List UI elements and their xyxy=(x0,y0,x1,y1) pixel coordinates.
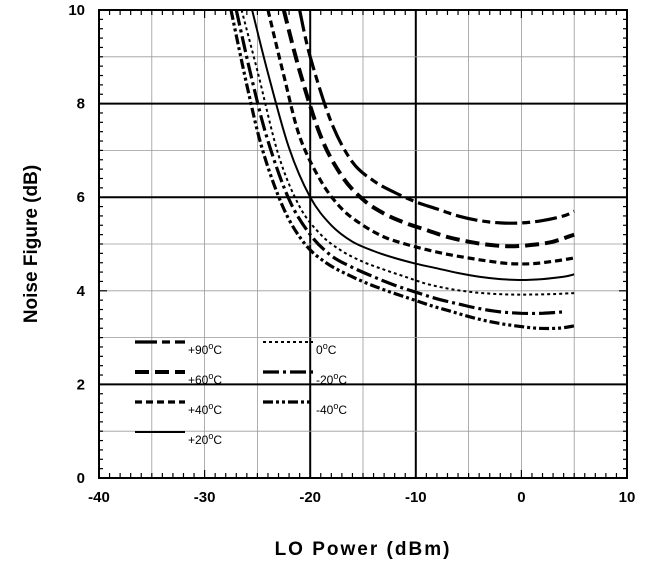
y-tick-label: 10 xyxy=(68,2,85,19)
series-line xyxy=(234,10,564,316)
x-tick-label: 0 xyxy=(517,489,525,506)
x-tick-label: -20 xyxy=(299,489,321,506)
series-line xyxy=(251,10,575,282)
series-line xyxy=(240,10,575,296)
legend: +90oC +60oC +40oC +20oC 0oC -20oC -40oC xyxy=(135,340,347,447)
y-tick-label: 8 xyxy=(77,96,85,113)
series-line xyxy=(229,10,575,331)
x-tick-label: -30 xyxy=(194,489,216,506)
legend-label: +20oC xyxy=(188,431,222,447)
legend-label: -20oC xyxy=(316,371,347,387)
series-lines xyxy=(229,10,575,331)
y-tick-label: 6 xyxy=(77,189,85,206)
x-axis-title: LO Power (dBm) xyxy=(275,539,452,560)
series-line xyxy=(266,10,575,266)
y-tick-label: 0 xyxy=(77,470,85,487)
axis-ticks: -40 -30 -20 -10 0 10 0 2 4 6 8 10 xyxy=(68,2,635,506)
legend-label: +60oC xyxy=(188,371,222,387)
series-line xyxy=(298,10,575,225)
x-tick-label: 10 xyxy=(619,489,636,506)
legend-label: 0oC xyxy=(316,341,337,357)
x-tick-label: -10 xyxy=(405,489,427,506)
legend-label: +40oC xyxy=(188,401,222,417)
y-tick-label: 4 xyxy=(77,283,86,300)
y-axis-title: Noise Figure (dB) xyxy=(21,165,42,323)
x-tick-label: -40 xyxy=(88,489,110,506)
legend-label: -40oC xyxy=(316,401,347,417)
y-tick-label: 2 xyxy=(77,376,85,393)
legend-label: +90oC xyxy=(188,341,222,357)
series-line xyxy=(281,10,575,249)
